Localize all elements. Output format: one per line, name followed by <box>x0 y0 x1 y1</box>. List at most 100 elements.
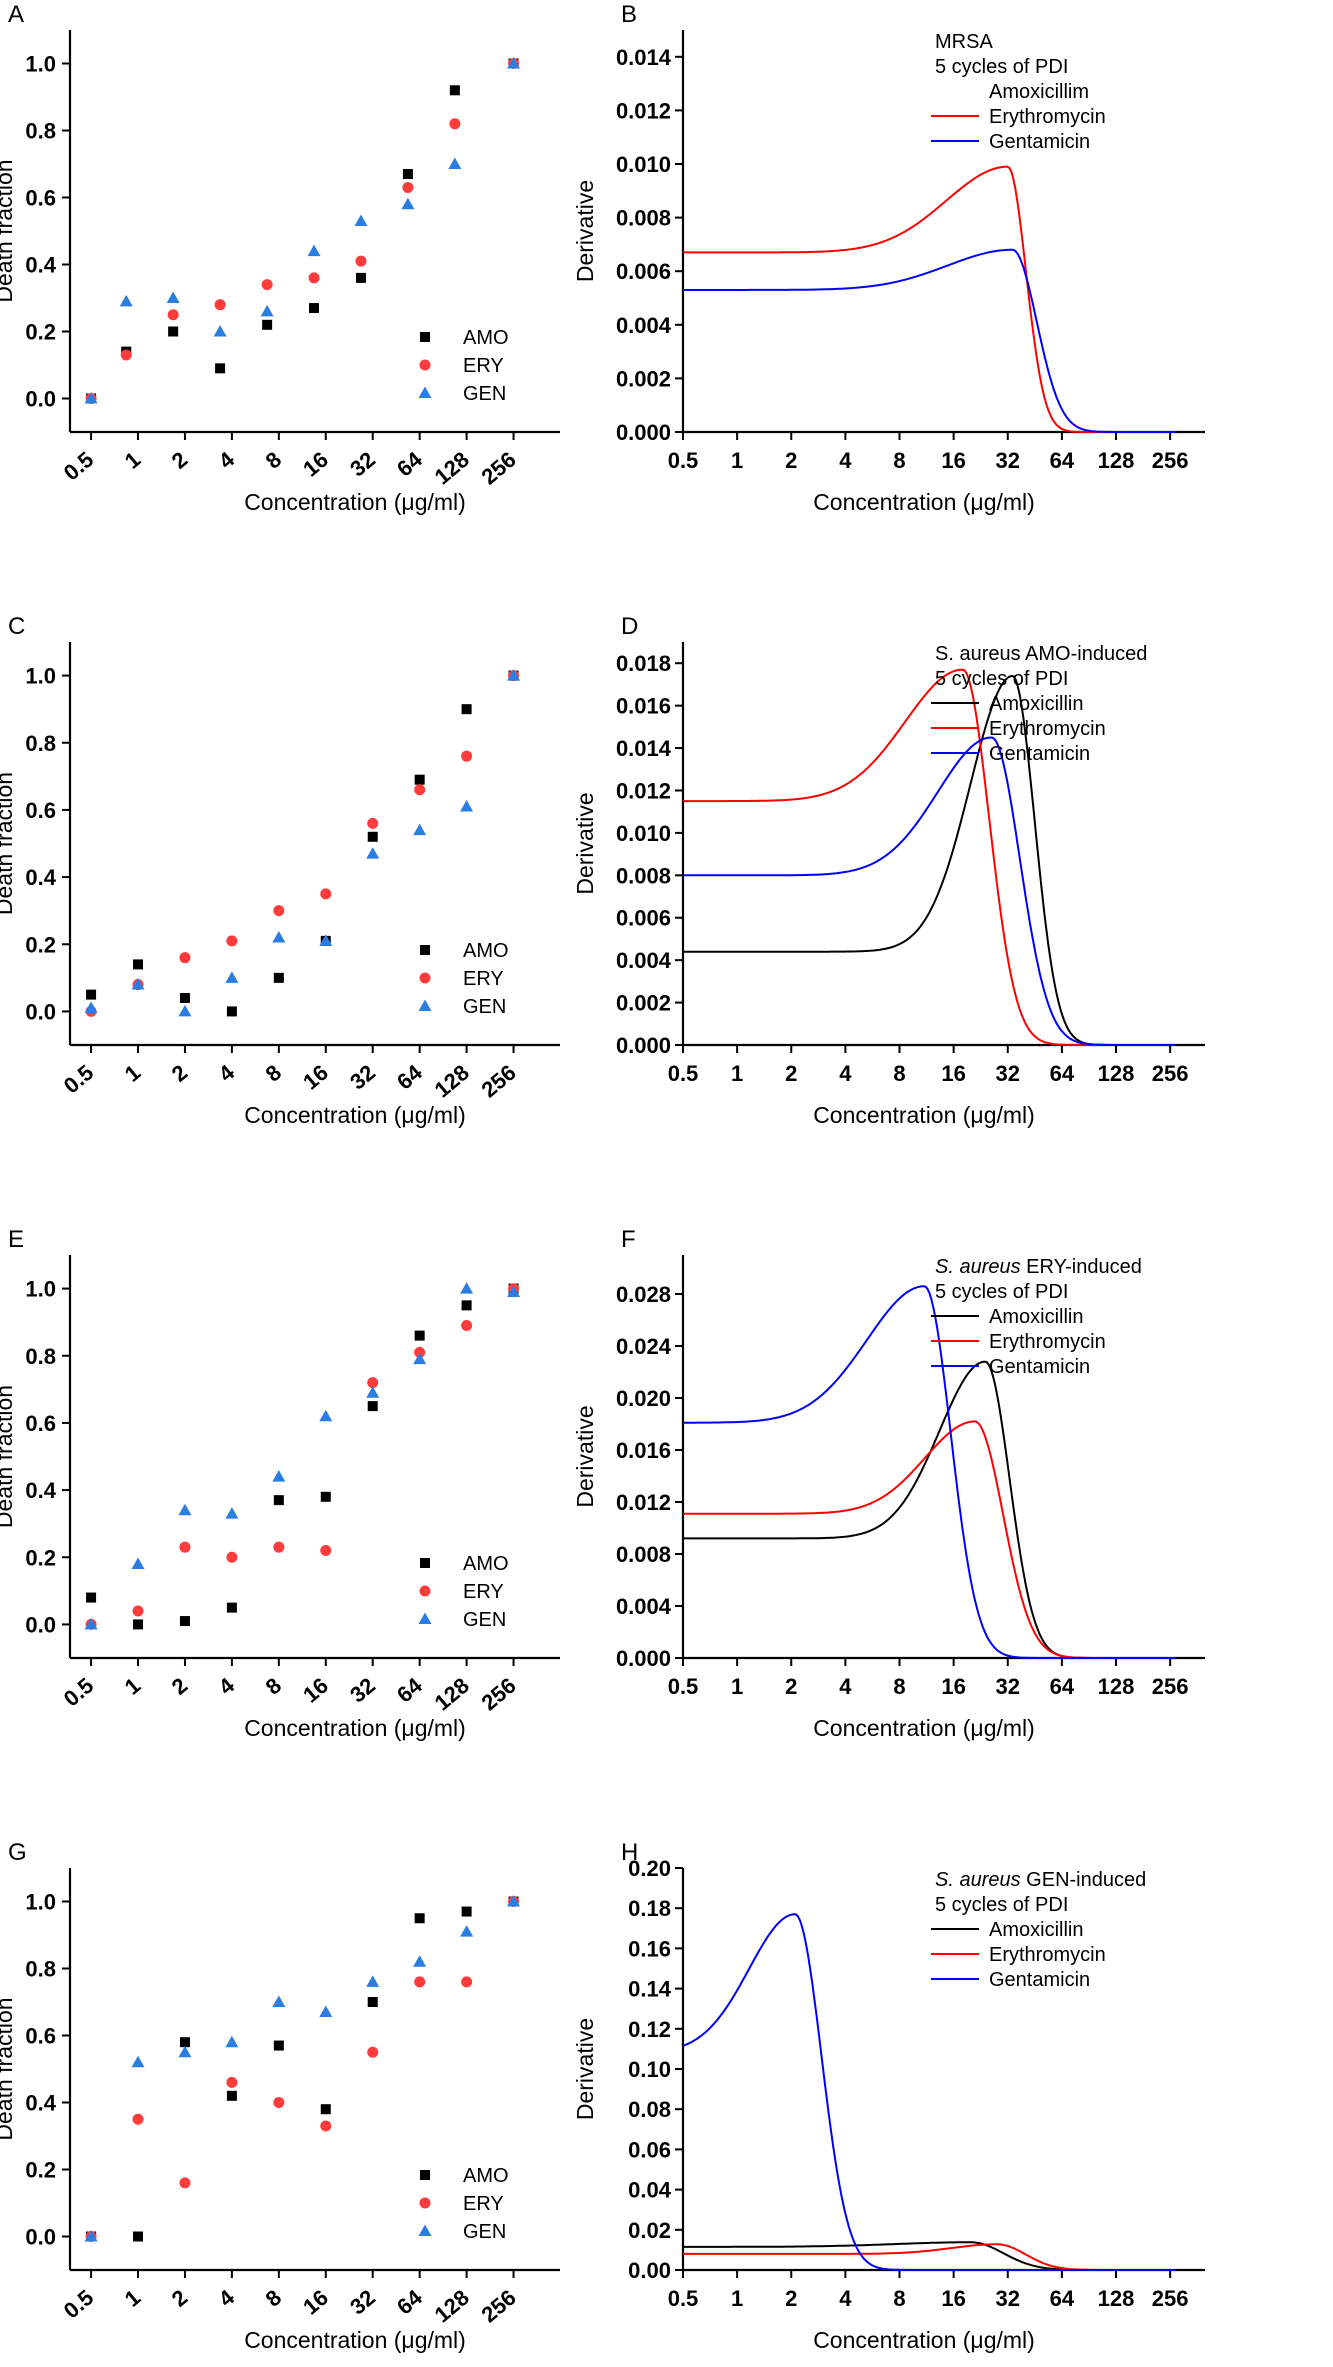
series-AMO <box>86 58 519 404</box>
data-point <box>273 2040 284 2051</box>
x-tick-label: 256 <box>477 1060 521 1103</box>
data-point <box>179 2037 190 2048</box>
data-point <box>133 2231 144 2242</box>
legend-label: Amoxicillin <box>989 1919 1083 1941</box>
data-point <box>178 2045 192 2058</box>
x-axis-title: Concentration (μg/ml) <box>244 2327 466 2353</box>
y-tick-label: 0.000 <box>616 1033 671 1058</box>
data-point <box>367 1401 378 1412</box>
panel-C: 0.0 0.2 0.4 0.6 0.8 1.0 0.5 1 2 4 8 16 32 64 128 256 Con… <box>0 613 560 1128</box>
data-point <box>366 847 380 859</box>
legend-label: AMO <box>463 1553 509 1575</box>
data-point <box>414 1346 426 1358</box>
x-tick-label: 1 <box>120 447 145 474</box>
series-AMO <box>86 1283 519 1630</box>
y-tick-label: 0.018 <box>616 651 671 676</box>
x-tick-label: 0.5 <box>668 448 699 473</box>
x-tick-label: 64 <box>392 2284 427 2319</box>
data-point <box>401 197 415 210</box>
data-point <box>179 1616 190 1627</box>
y-tick-label: 0.014 <box>616 45 672 70</box>
y-tick-label: 0.0 <box>25 387 56 412</box>
x-tick-label: 1 <box>731 1061 743 1086</box>
data-point <box>507 669 521 681</box>
x-tick-label: 256 <box>477 2285 521 2328</box>
y-tick-label: 0.10 <box>628 2057 671 2082</box>
panel-letter: H <box>621 1839 638 1866</box>
x-axis-title: Concentration (μg/ml) <box>244 1715 466 1741</box>
x-tick-label: 32 <box>996 1061 1020 1086</box>
y-tick-label: 0.2 <box>25 1545 56 1570</box>
legend-label: ERY <box>463 2193 504 2215</box>
y-tick-label: 0.024 <box>616 1334 672 1359</box>
data-point <box>367 831 378 842</box>
y-tick-label: 0.4 <box>25 253 56 278</box>
x-tick-label: 32 <box>345 447 380 482</box>
data-point <box>449 118 461 130</box>
series-AMO <box>86 670 519 1017</box>
x-tick-label: 0.5 <box>59 1673 99 1712</box>
data-point <box>320 1491 331 1502</box>
x-tick-label: 128 <box>1098 2286 1135 2311</box>
x-tick-label: 2 <box>785 1674 797 1699</box>
data-point <box>448 157 462 169</box>
x-tick-label: 128 <box>430 447 474 490</box>
x-tick-label: 64 <box>392 1059 427 1094</box>
x-tick-label: 64 <box>392 1672 427 1707</box>
legend-marker <box>419 1585 431 1597</box>
y-tick-label: 0.6 <box>25 186 56 211</box>
data-point <box>367 817 379 829</box>
data-point <box>215 363 226 374</box>
y-tick-label: 0.0 <box>25 2225 56 2250</box>
x-tick-label: 4 <box>839 448 852 473</box>
data-point <box>214 299 226 311</box>
legend-label: GEN <box>463 2221 506 2243</box>
data-point <box>460 1282 474 1294</box>
panel-B: 0.000 0.002 0.004 0.006 0.008 0.010 0.012 0.014… <box>572 1 1205 515</box>
x-tick-label: 0.5 <box>59 2285 99 2324</box>
y-tick-label: 0.14 <box>628 1977 672 2002</box>
y-tick-label: 0.2 <box>25 932 56 957</box>
y-tick-label: 0.6 <box>25 798 56 823</box>
y-tick-label: 0.000 <box>616 420 671 445</box>
x-tick-label: 8 <box>893 1674 905 1699</box>
data-point <box>262 319 273 330</box>
panel-A: 0.0 0.2 0.4 0.6 0.8 1.0 0.5 1 2 4 8 16 32 64 128 256 Con… <box>0 1 560 515</box>
data-point <box>461 704 472 715</box>
y-tick-label: 0.2 <box>25 2158 56 2183</box>
legend-label: AMO <box>463 940 509 962</box>
x-axis-title: Concentration (μg/ml) <box>813 1102 1035 1128</box>
curve-Erythromycin <box>683 165 1176 433</box>
x-tick-label: 128 <box>1098 448 1135 473</box>
y-tick-label: 0.8 <box>25 731 56 756</box>
x-tick-label: 256 <box>1152 448 1189 473</box>
data-point <box>414 784 426 796</box>
data-point <box>366 1386 380 1398</box>
legend-label: Amoxicillim <box>989 81 1089 103</box>
curve-Amoxicillin <box>683 1360 1176 1659</box>
x-tick-label: 16 <box>941 2286 965 2311</box>
data-point <box>308 272 320 284</box>
data-point <box>414 1976 426 1988</box>
data-point <box>402 181 414 193</box>
x-tick-label: 1 <box>120 1060 145 1087</box>
x-tick-label: 32 <box>345 1060 380 1095</box>
y-tick-label: 0.08 <box>628 2097 671 2122</box>
panel-D: 0.000 0.002 0.004 0.006 0.008 0.010 0.012 0.014… <box>572 613 1205 1128</box>
data-point <box>414 774 425 785</box>
data-point <box>319 1409 333 1422</box>
x-tick-label: 128 <box>1098 1061 1135 1086</box>
y-tick-label: 0.18 <box>628 1896 671 1921</box>
legend-label: Erythromycin <box>989 1331 1106 1353</box>
data-point <box>225 1507 239 1519</box>
legend-label: Gentamicin <box>989 1969 1090 1991</box>
y-tick-label: 0.004 <box>616 948 672 973</box>
data-point <box>260 304 274 317</box>
y-tick-label: 0.6 <box>25 1411 56 1436</box>
y-tick-label: 1.0 <box>25 664 56 689</box>
legend-label: Gentamicin <box>989 743 1090 765</box>
y-tick-label: 0.8 <box>25 1957 56 1982</box>
data-point <box>86 989 97 1000</box>
x-tick-label: 4 <box>214 1059 240 1087</box>
data-point <box>507 1895 521 1907</box>
